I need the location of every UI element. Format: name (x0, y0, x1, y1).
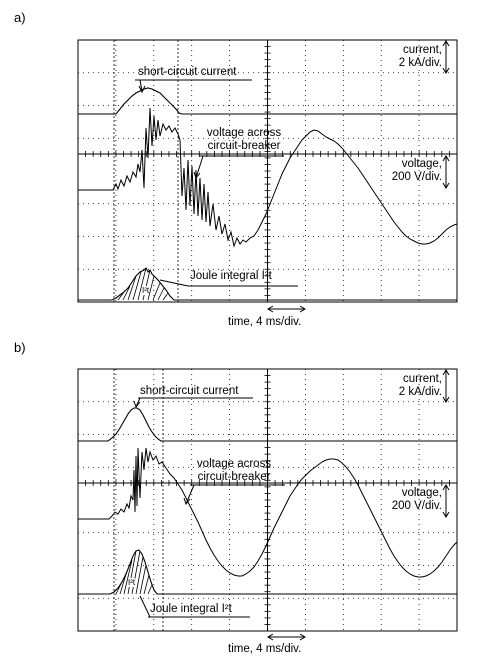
voltage-scale-label-a: voltage, 200 V/div. (372, 158, 442, 184)
oscillogram-a (77, 39, 458, 313)
short-circuit-current-label-b: short-circuit current (140, 385, 239, 397)
voltage-scale-arrow-b (442, 484, 450, 518)
i2t-small-label-b: I²t (128, 578, 136, 587)
time-division-arrow-a (267, 305, 306, 313)
voltage-label-line1-a: voltage across (206, 127, 282, 139)
current-trace-b (78, 407, 457, 442)
current-scale-label-b: current, 2 kA/div. (372, 373, 442, 399)
center-ticks-b (85, 375, 450, 625)
current-scale-line2-b: 2 kA/div. (398, 386, 442, 398)
voltage-trace-a (78, 107, 458, 248)
voltage-scale-line1-a: voltage, (401, 158, 442, 170)
current-scale-line1-a: current, (403, 44, 442, 56)
voltage-trace-b (78, 447, 458, 578)
event-markers-a (113, 40, 179, 302)
oscillogram-b (77, 368, 458, 641)
label-leaders-a (135, 79, 298, 287)
voltage-label-a: voltage across circuit-breaker (198, 127, 290, 153)
voltage-label-b: voltage across circuit-breaker (188, 458, 280, 484)
current-scale-label-a: current, 2 kA/div. (372, 44, 442, 70)
grid-b (78, 369, 457, 631)
current-scale-arrow-b (442, 369, 450, 403)
current-trace-a (78, 87, 457, 115)
joule-integral-b (78, 549, 457, 595)
voltage-scale-line2-b: 200 V/div. (391, 500, 442, 512)
current-scale-line2-a: 2 kA/div. (398, 57, 442, 69)
label-leaders-b (133, 397, 285, 618)
current-scale-line1-b: current, (403, 373, 442, 385)
grid-a (78, 40, 457, 302)
voltage-scale-label-b: voltage, 200 V/div. (372, 487, 442, 513)
joule-integral-label-a: Joule integral I²t (190, 270, 272, 282)
time-division-arrow-b (267, 633, 306, 641)
panel-b-label: b) (14, 340, 26, 355)
joule-integral-label-b: Joule integral I²t (150, 603, 232, 615)
i2t-small-label-a: I²t (142, 286, 150, 295)
time-scale-label-b: time, 4 ms/div. (228, 643, 302, 655)
voltage-scale-arrow-a (442, 155, 450, 189)
voltage-label-line2-b: circuit-breaker (197, 471, 271, 483)
voltage-label-line2-a: circuit-breaker (207, 140, 281, 152)
time-scale-label-a: time, 4 ms/div. (228, 316, 302, 328)
panel-a-label: a) (14, 10, 26, 25)
voltage-label-line1-b: voltage across (196, 458, 272, 470)
center-ticks-a (85, 46, 450, 296)
current-scale-arrow-a (442, 40, 450, 74)
voltage-scale-line1-b: voltage, (401, 487, 442, 499)
joule-integral-a (78, 267, 457, 301)
voltage-scale-line2-a: 200 V/div. (391, 171, 442, 183)
short-circuit-current-label-a: short-circuit current (138, 66, 237, 78)
